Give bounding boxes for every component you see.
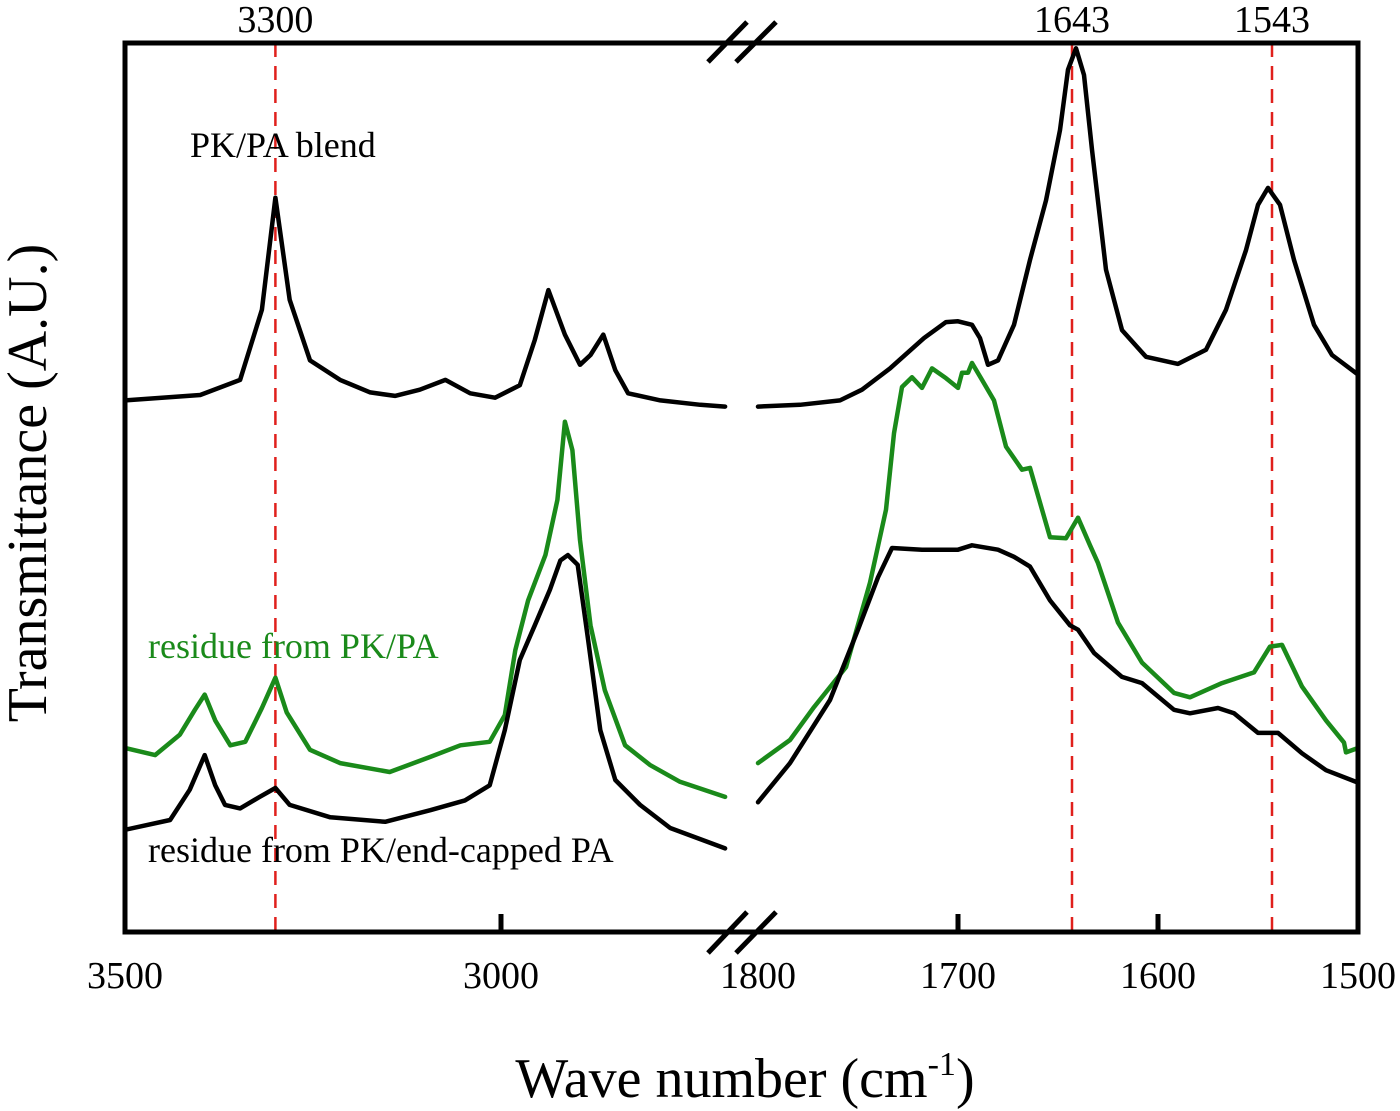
- axes-frame: [122, 40, 1361, 935]
- break-slash: [734, 20, 778, 64]
- x-tick-label-1500: 1500: [1320, 955, 1396, 997]
- x-axis-title-sup: -1: [928, 1046, 956, 1083]
- peak-label-1643: 1643: [1034, 0, 1110, 41]
- reference-lines: [274, 43, 1274, 932]
- y-axis-title: Transmittance (A.U.): [0, 244, 59, 723]
- x-ticks: 3500 3000 1800 1700 1600 1500: [87, 914, 1396, 997]
- series-line-pk-pa-blend-seg0: [122, 195, 728, 409]
- x-tick-label-1800: 1800: [720, 955, 796, 997]
- axis-break-top: [706, 20, 778, 64]
- series-layer: [122, 46, 1361, 851]
- annotation-pk-pa-blend: PK/PA blend: [190, 125, 376, 165]
- x-axis-title-main: Wave number (cm: [515, 1048, 927, 1110]
- series-line-residue-from-pk-pa-seg0: [122, 419, 728, 800]
- series-line-residue-from-pk-pa-seg1: [755, 360, 1361, 766]
- x-axis-title: Wave number (cm-1): [515, 1046, 974, 1110]
- series-line-residue-from-pk-end-capped-pa-seg0: [122, 552, 728, 851]
- annotation-residue-pk-pa: residue from PK/PA: [148, 626, 439, 666]
- axis-break-bottom: [706, 910, 778, 955]
- x-tick-label-1600: 1600: [1120, 955, 1196, 997]
- break-slash: [706, 20, 749, 64]
- peak-label-1543: 1543: [1234, 0, 1310, 41]
- x-tick-label-3000: 3000: [463, 955, 539, 997]
- break-slash: [706, 910, 749, 955]
- series-line-pk-pa-blend-seg1: [755, 46, 1361, 409]
- peak-label-3300: 3300: [237, 0, 313, 41]
- break-slash: [734, 910, 778, 955]
- series-line-residue-from-pk-end-capped-pa-seg1: [755, 543, 1361, 805]
- x-axis-title-close: ): [956, 1048, 975, 1110]
- annotation-residue-end-capped: residue from PK/end-capped PA: [148, 830, 614, 870]
- x-tick-label-3500: 3500: [87, 955, 163, 997]
- x-tick-label-1700: 1700: [920, 955, 996, 997]
